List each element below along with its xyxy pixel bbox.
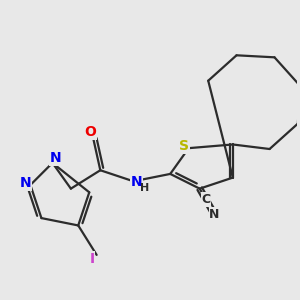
Text: N: N — [20, 176, 32, 190]
Text: N: N — [209, 208, 220, 221]
Text: S: S — [179, 139, 189, 153]
Text: N: N — [130, 175, 142, 189]
Text: H: H — [140, 183, 149, 193]
Text: C: C — [201, 193, 210, 206]
Text: O: O — [84, 125, 96, 139]
Text: N: N — [50, 152, 61, 166]
Text: I: I — [90, 252, 95, 266]
